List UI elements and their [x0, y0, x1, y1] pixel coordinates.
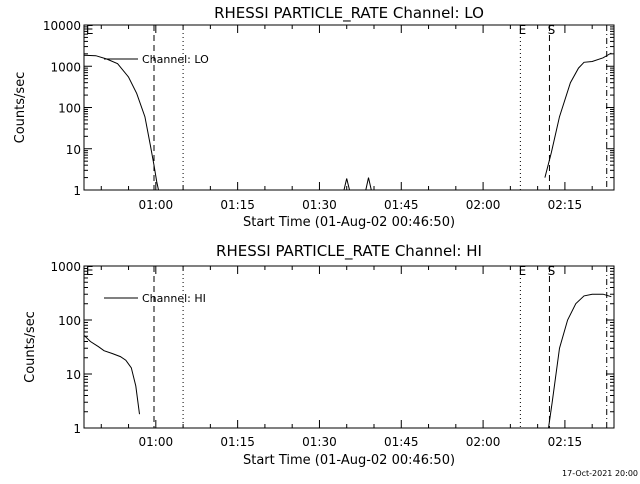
series-line: [83, 334, 140, 415]
y-tick-label: 10: [66, 368, 81, 382]
x-tick-label: 01:30: [302, 435, 337, 449]
y-tick-label: 1000: [50, 60, 81, 74]
lo-channel-panel: RHESSI PARTICLE_RATE Channel: LO 01:00 01:…: [13, 4, 615, 230]
event-marker-label: S: [548, 23, 556, 37]
x-tick-label: 01:15: [220, 435, 255, 449]
x-tick-label: 02:00: [466, 435, 501, 449]
footer-timestamp: 17-Oct-2021 20:00: [562, 469, 638, 478]
series-line: [83, 54, 159, 191]
x-tick-label: 01:15: [220, 198, 255, 212]
series-line: [343, 178, 350, 191]
y-tick-label: 1: [73, 184, 81, 198]
y-tick-label: 1000: [50, 260, 81, 274]
y-tick-label: 100: [58, 102, 81, 116]
series-line: [544, 52, 612, 178]
x-tick-label: 01:00: [139, 198, 174, 212]
hi-channel-panel: RHESSI PARTICLE_RATE Channel: HI 01:00 01:…: [23, 242, 615, 468]
x-tick-label: 02:15: [548, 198, 583, 212]
legend-label: Channel: HI: [142, 292, 206, 305]
chart-title: RHESSI PARTICLE_RATE Channel: HI: [216, 242, 482, 261]
y-tick-label: 1: [73, 422, 81, 436]
x-tick-label: 01:45: [384, 435, 419, 449]
y-tick-label: 100: [58, 314, 81, 328]
x-tick-label: 02:15: [548, 435, 583, 449]
x-axis-label: Start Time (01-Aug-02 00:46:50): [243, 453, 455, 468]
series-line: [365, 177, 372, 191]
x-tick-label: 01:00: [139, 435, 174, 449]
event-marker-label: E: [86, 264, 94, 278]
legend-label: Channel: LO: [142, 53, 209, 66]
plot-frame: [83, 24, 615, 191]
series-line: [548, 293, 612, 429]
event-marker-label: E: [519, 23, 527, 37]
event-marker-label: E: [86, 23, 94, 37]
x-tick-label: 02:00: [466, 198, 501, 212]
event-marker-label: S: [548, 264, 556, 278]
x-tick-label: 01:30: [302, 198, 337, 212]
y-axis-label: Counts/sec: [23, 311, 38, 383]
chart-title: RHESSI PARTICLE_RATE Channel: LO: [214, 4, 484, 23]
x-tick-label: 01:45: [384, 198, 419, 212]
x-axis-label: Start Time (01-Aug-02 00:46:50): [243, 215, 455, 230]
y-axis-label: Counts/sec: [13, 72, 28, 144]
plot-frame: [83, 265, 615, 429]
event-marker-label: E: [519, 264, 527, 278]
y-tick-label: 10: [66, 143, 81, 157]
y-tick-label: 10000: [43, 19, 81, 33]
